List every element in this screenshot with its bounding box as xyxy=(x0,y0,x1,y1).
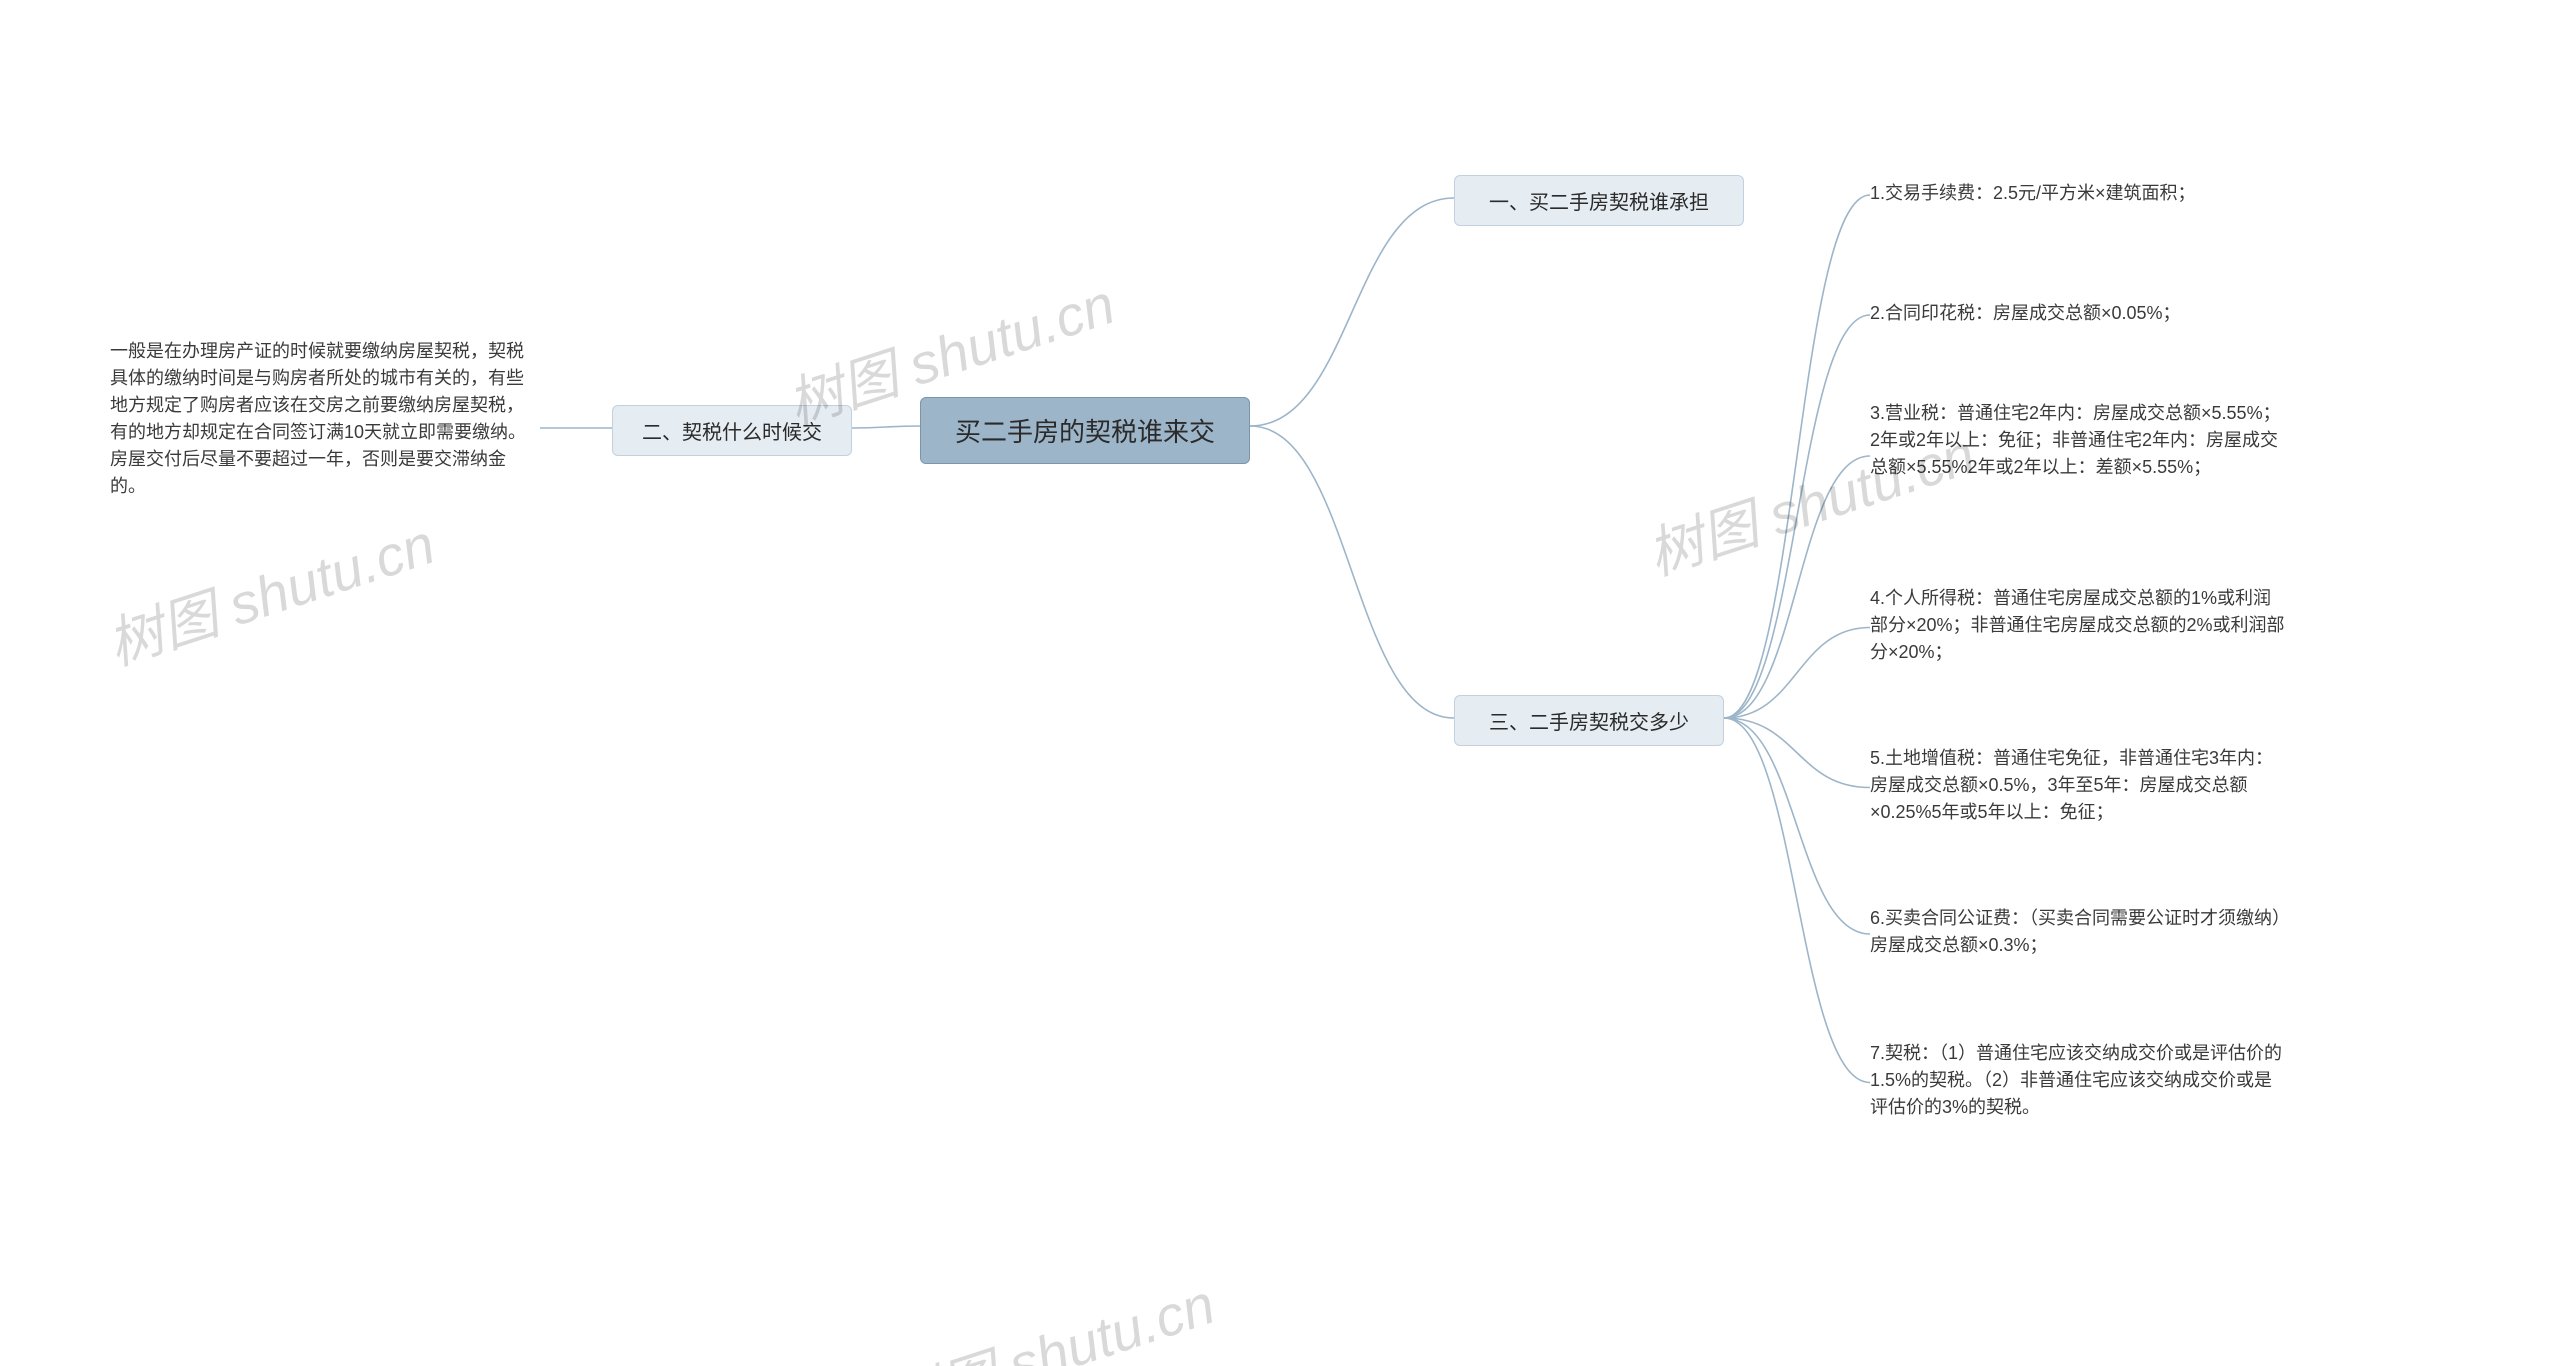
branch-who-bears: 一、买二手房契税谁承担 xyxy=(1454,175,1744,226)
leaf-item-4: 4.个人所得税：普通住宅房屋成交总额的1%或利润部分×20%；非普通住宅房屋成交… xyxy=(1870,585,2285,666)
leaf-text: 7.契税：（1）普通住宅应该交纳成交价或是评估价的1.5%的契税。（2）非普通住… xyxy=(1870,1040,2285,1121)
leaf-text: 4.个人所得税：普通住宅房屋成交总额的1%或利润部分×20%；非普通住宅房屋成交… xyxy=(1870,585,2285,666)
watermark: 树图 shutu.cn xyxy=(96,500,444,682)
leaf-item-7: 7.契税：（1）普通住宅应该交纳成交价或是评估价的1.5%的契税。（2）非普通住… xyxy=(1870,1040,2285,1121)
branch-label: 二、契税什么时候交 xyxy=(642,416,822,445)
leaf-text: 6.买卖合同公证费：（买卖合同需要公证时才须缴纳）房屋成交总额×0.3%； xyxy=(1870,905,2285,959)
leaf-when-pay-detail: 一般是在办理房产证的时候就要缴纳房屋契税，契税具体的缴纳时间是与购房者所处的城市… xyxy=(110,338,540,500)
leaf-text: 一般是在办理房产证的时候就要缴纳房屋契税，契税具体的缴纳时间是与购房者所处的城市… xyxy=(110,338,540,500)
leaf-text: 2.合同印花税：房屋成交总额×0.05%； xyxy=(1870,300,2181,327)
watermark: 树图 shutu.cn xyxy=(876,1260,1224,1366)
root-node: 买二手房的契税谁来交 xyxy=(920,397,1250,464)
branch-label: 一、买二手房契税谁承担 xyxy=(1489,186,1709,215)
leaf-item-5: 5.土地增值税：普通住宅免征，非普通住宅3年内：房屋成交总额×0.5%，3年至5… xyxy=(1870,745,2285,826)
leaf-text: 3.营业税：普通住宅2年内：房屋成交总额×5.55%；2年或2年以上：免征；非普… xyxy=(1870,400,2285,481)
root-label: 买二手房的契税谁来交 xyxy=(955,412,1215,449)
leaf-item-3: 3.营业税：普通住宅2年内：房屋成交总额×5.55%；2年或2年以上：免征；非普… xyxy=(1870,400,2285,481)
leaf-item-1: 1.交易手续费：2.5元/平方米×建筑面积； xyxy=(1870,180,2285,207)
branch-how-much: 三、二手房契税交多少 xyxy=(1454,695,1724,746)
leaf-text: 1.交易手续费：2.5元/平方米×建筑面积； xyxy=(1870,180,2196,207)
leaf-item-2: 2.合同印花税：房屋成交总额×0.05%； xyxy=(1870,300,2285,327)
branch-label: 三、二手房契税交多少 xyxy=(1489,706,1689,735)
leaf-text: 5.土地增值税：普通住宅免征，非普通住宅3年内：房屋成交总额×0.5%，3年至5… xyxy=(1870,745,2285,826)
leaf-item-6: 6.买卖合同公证费：（买卖合同需要公证时才须缴纳）房屋成交总额×0.3%； xyxy=(1870,905,2285,959)
branch-when-pay: 二、契税什么时候交 xyxy=(612,405,852,456)
